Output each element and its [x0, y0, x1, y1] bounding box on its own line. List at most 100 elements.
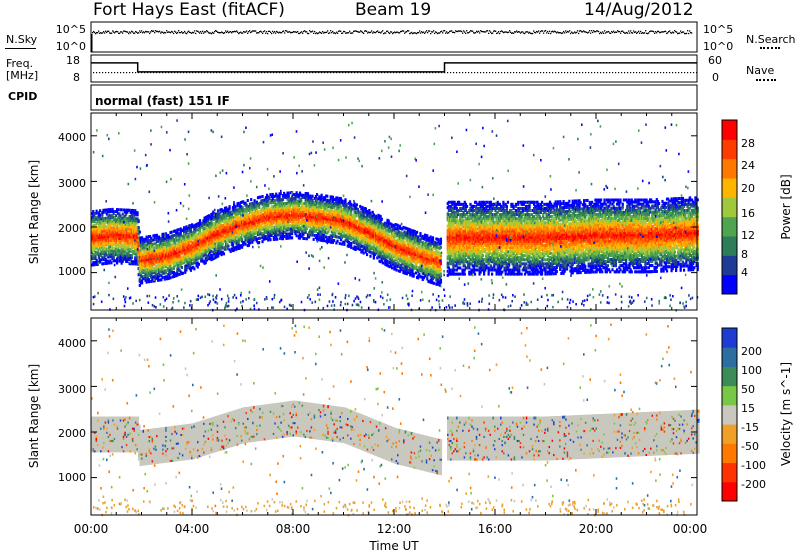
power-cell	[129, 221, 132, 225]
noise-point	[498, 31, 500, 33]
power-cell	[153, 267, 156, 271]
power-cell	[105, 237, 108, 241]
power-cell	[165, 234, 169, 238]
power-cell	[169, 257, 172, 261]
power-cell	[145, 245, 148, 249]
nave-point	[159, 72, 161, 74]
power-cell	[135, 250, 138, 254]
power-cell	[145, 276, 148, 280]
power-cell	[133, 252, 136, 256]
noise-point	[484, 31, 486, 33]
power-cell	[137, 267, 140, 271]
noise-point	[187, 31, 189, 33]
noise-point	[317, 32, 319, 35]
power-cell	[151, 250, 154, 254]
power-cell	[163, 255, 166, 259]
power-cell	[100, 225, 103, 229]
nave-point	[231, 72, 233, 74]
power-cell	[106, 253, 110, 257]
power-cell	[119, 241, 122, 245]
power-cell	[97, 254, 101, 258]
noise-point	[320, 32, 322, 34]
power-cell	[130, 245, 133, 249]
power-cell	[137, 256, 140, 260]
noise-point	[178, 30, 180, 32]
power-cell	[152, 261, 155, 265]
power-cell	[164, 250, 168, 254]
power-cell	[148, 259, 152, 263]
power-cell	[98, 242, 102, 246]
power-cell	[160, 245, 163, 249]
power-cell	[137, 226, 140, 230]
power-cell	[97, 238, 101, 242]
noise-point	[670, 32, 672, 34]
power-cell	[113, 234, 116, 238]
noise-point	[667, 32, 669, 34]
power-cell	[114, 238, 118, 242]
power-cell	[150, 269, 153, 273]
nave-point	[405, 72, 407, 74]
power-cell	[160, 249, 163, 253]
power-cell	[111, 238, 114, 242]
power-cell	[139, 269, 143, 273]
power-cell	[101, 231, 104, 235]
noise-point	[155, 30, 157, 32]
noise-point	[134, 32, 136, 34]
power-cell	[106, 232, 110, 236]
power-cell	[102, 247, 105, 251]
power-cell	[164, 256, 168, 260]
noise-point	[525, 31, 527, 33]
noise-point	[535, 32, 537, 34]
power-cell	[159, 264, 162, 268]
power-cell	[134, 241, 137, 245]
power-cell	[119, 239, 122, 243]
noise-point	[598, 30, 600, 33]
power-cell	[172, 238, 176, 242]
power-cell	[119, 253, 122, 257]
power-cell	[154, 234, 157, 238]
power-cell	[164, 248, 168, 252]
noise-point	[669, 30, 671, 32]
power-cell	[151, 253, 154, 257]
power-cell	[142, 270, 145, 274]
power-cell	[162, 253, 165, 257]
power-cell	[156, 274, 160, 278]
power-cell	[114, 242, 118, 246]
power-cell	[110, 214, 113, 218]
nave-point	[537, 72, 539, 74]
power-cell	[160, 278, 163, 282]
power-cell	[155, 252, 158, 256]
power-cell	[96, 219, 99, 223]
power-cell	[362, 251, 365, 255]
nave-point	[156, 72, 158, 74]
noise-point	[585, 31, 587, 33]
power-cell	[156, 254, 160, 258]
noise-point	[576, 31, 578, 34]
noise-point	[482, 30, 484, 33]
noise-point	[164, 31, 166, 34]
noise-point	[135, 30, 137, 33]
noise-point	[646, 32, 648, 34]
power-cell	[147, 245, 151, 249]
noise-point	[285, 30, 287, 32]
noise-point	[211, 32, 213, 35]
power-cell	[102, 262, 105, 266]
power-cell	[112, 228, 115, 232]
power-cell	[112, 259, 115, 263]
power-cell	[114, 218, 118, 222]
power-cell	[114, 224, 118, 228]
power-cell	[108, 241, 111, 245]
power-cell	[170, 249, 173, 253]
power-cell	[111, 230, 114, 234]
power-cell	[117, 243, 120, 247]
power-cell	[156, 268, 160, 272]
power-cell	[95, 230, 98, 234]
power-cell	[153, 271, 156, 275]
power-cell	[121, 255, 124, 259]
nave-point	[432, 72, 434, 74]
power-cell	[98, 237, 102, 241]
noise-point	[119, 32, 121, 34]
power-cell	[163, 259, 166, 263]
power-cell	[100, 235, 103, 239]
power-cell	[163, 236, 166, 240]
